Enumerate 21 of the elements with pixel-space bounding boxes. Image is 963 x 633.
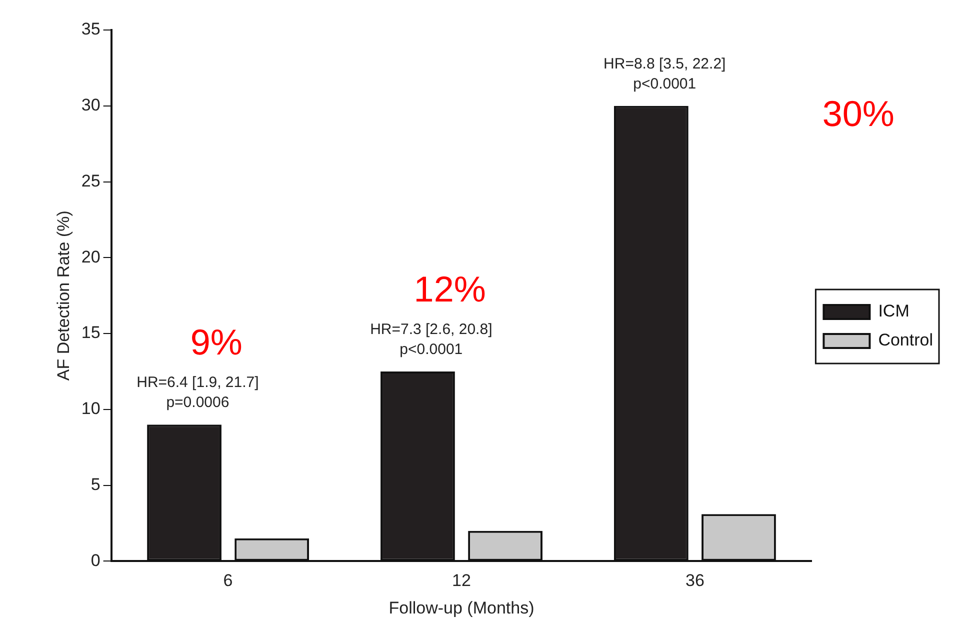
x-tick-label: 12 (452, 571, 471, 590)
x-axis-title: Follow-up (Months) (388, 598, 534, 618)
annotation: HR=8.8 [3.5, 22.2] p<0.0001 (604, 56, 726, 93)
y-tick-label: 30 (81, 96, 100, 115)
y-tick-label: 15 (81, 323, 100, 342)
y-tick-label: 0 (90, 550, 100, 570)
y-axis-title: AF Detection Rate (%) (54, 210, 73, 381)
legend-label: Control (878, 330, 934, 350)
annotation: 9% (190, 322, 242, 363)
annotation: HR=7.3 [2.6, 20.8] p<0.0001 (370, 321, 492, 358)
y-tick-label: 5 (90, 475, 100, 494)
annotation: 12% (414, 268, 486, 310)
x-tick-label: 36 (686, 571, 704, 590)
annotation: HR=6.4 [1.9, 21.7] p=0.0006 (136, 374, 259, 412)
text: 30% (822, 92, 894, 134)
y-tick-label: 10 (81, 399, 100, 418)
y-tick-label: 35 (81, 20, 100, 39)
x-tick-label: 6 (223, 571, 233, 590)
y-tick-label: 20 (81, 247, 100, 266)
y-tick-label: 25 (81, 171, 100, 190)
legend-label: ICM (878, 302, 910, 321)
